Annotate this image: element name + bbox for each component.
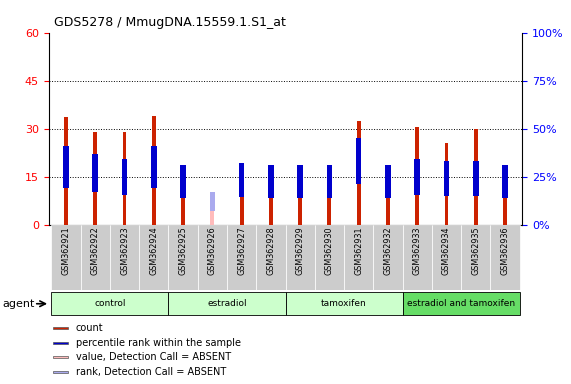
Text: control: control: [94, 299, 126, 308]
Bar: [344, 225, 373, 290]
Bar: [286, 225, 315, 290]
Text: count: count: [75, 323, 103, 333]
Bar: [327, 165, 332, 198]
Bar: [211, 199, 214, 225]
Bar: [168, 225, 198, 290]
Text: GSM362921: GSM362921: [62, 227, 71, 275]
Text: agent: agent: [3, 299, 35, 309]
Bar: [240, 169, 243, 225]
Bar: [503, 174, 507, 225]
Bar: [474, 129, 477, 225]
Text: GSM362922: GSM362922: [91, 227, 100, 275]
Bar: [152, 116, 156, 225]
Text: GSM362925: GSM362925: [179, 227, 188, 275]
Bar: [432, 225, 461, 290]
Bar: [268, 165, 274, 198]
Bar: [473, 161, 478, 196]
Bar: [444, 161, 449, 196]
Bar: [385, 165, 391, 198]
Bar: [53, 371, 69, 373]
Text: GSM362933: GSM362933: [413, 227, 421, 275]
Text: percentile rank within the sample: percentile rank within the sample: [75, 338, 240, 348]
Bar: [53, 342, 69, 344]
Bar: [64, 118, 68, 225]
Bar: [386, 167, 390, 225]
Bar: [328, 172, 331, 225]
Text: GDS5278 / MmugDNA.15559.1.S1_at: GDS5278 / MmugDNA.15559.1.S1_at: [54, 16, 286, 29]
Bar: [168, 292, 286, 316]
Bar: [53, 327, 69, 329]
Bar: [461, 225, 490, 290]
Bar: [490, 225, 520, 290]
Bar: [373, 225, 403, 290]
Bar: [502, 165, 508, 198]
Bar: [53, 356, 69, 358]
Text: GSM362928: GSM362928: [267, 227, 275, 275]
Text: GSM362924: GSM362924: [150, 227, 158, 275]
Bar: [210, 192, 215, 211]
Bar: [269, 172, 273, 225]
Bar: [151, 146, 156, 188]
Bar: [403, 225, 432, 290]
Bar: [51, 292, 168, 316]
Text: GSM362932: GSM362932: [383, 227, 392, 275]
Text: GSM362927: GSM362927: [237, 227, 246, 275]
Text: tamoxifen: tamoxifen: [321, 299, 367, 308]
Bar: [356, 138, 361, 184]
Bar: [180, 165, 186, 198]
Bar: [403, 292, 520, 316]
Text: rank, Detection Call = ABSENT: rank, Detection Call = ABSENT: [75, 367, 226, 377]
Bar: [239, 163, 244, 197]
Text: value, Detection Call = ABSENT: value, Detection Call = ABSENT: [75, 353, 231, 362]
Text: GSM362926: GSM362926: [208, 227, 217, 275]
Bar: [315, 225, 344, 290]
Bar: [298, 170, 302, 225]
Bar: [357, 121, 360, 225]
Bar: [93, 154, 98, 192]
Bar: [51, 225, 81, 290]
Bar: [139, 225, 168, 290]
Text: GSM362936: GSM362936: [500, 227, 509, 275]
Text: GSM362935: GSM362935: [471, 227, 480, 275]
Bar: [286, 292, 403, 316]
Text: estradiol and tamoxifen: estradiol and tamoxifen: [407, 299, 515, 308]
Text: GSM362931: GSM362931: [354, 227, 363, 275]
Bar: [415, 159, 420, 195]
Bar: [256, 225, 286, 290]
Bar: [110, 225, 139, 290]
Text: GSM362930: GSM362930: [325, 227, 334, 275]
Bar: [444, 143, 448, 225]
Bar: [123, 132, 127, 225]
Bar: [81, 225, 110, 290]
Text: GSM362934: GSM362934: [442, 227, 451, 275]
Bar: [415, 127, 419, 225]
Bar: [63, 146, 69, 188]
Text: GSM362929: GSM362929: [296, 227, 304, 275]
Text: GSM362923: GSM362923: [120, 227, 129, 275]
Bar: [122, 159, 127, 195]
Bar: [198, 225, 227, 290]
Text: estradiol: estradiol: [207, 299, 247, 308]
Bar: [181, 170, 185, 225]
Bar: [227, 225, 256, 290]
Bar: [297, 165, 303, 198]
Bar: [94, 132, 97, 225]
